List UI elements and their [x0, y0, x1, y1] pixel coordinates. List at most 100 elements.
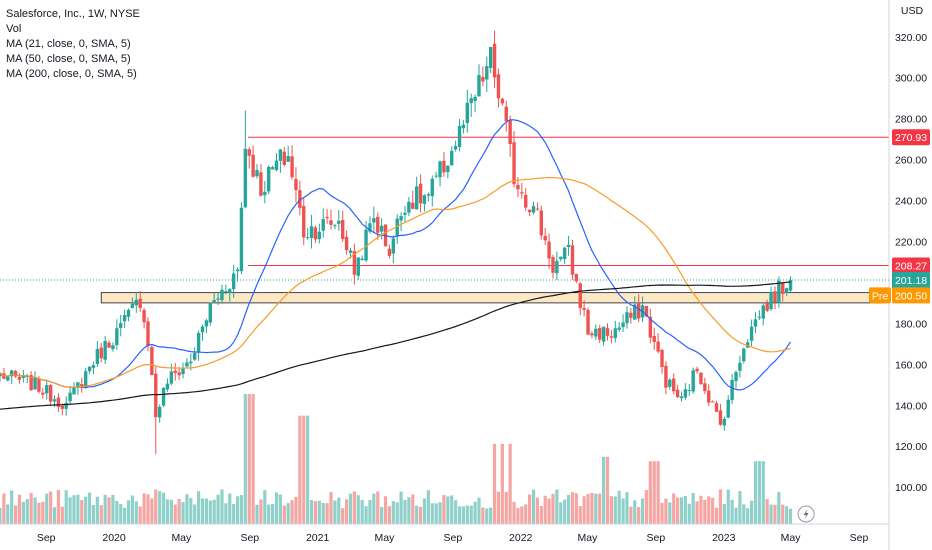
candle[interactable]	[344, 230, 349, 255]
candle[interactable]	[418, 174, 423, 213]
candle[interactable]	[457, 118, 462, 152]
candle[interactable]	[714, 400, 719, 413]
candle[interactable]	[777, 276, 781, 308]
candle[interactable]	[138, 291, 142, 312]
candle[interactable]	[177, 366, 181, 380]
candle[interactable]	[446, 165, 450, 179]
candle[interactable]	[757, 310, 762, 321]
candle[interactable]	[329, 209, 333, 230]
candle[interactable]	[185, 358, 189, 368]
candle[interactable]	[543, 227, 547, 245]
ma-50-line[interactable]	[0, 176, 791, 388]
candle[interactable]	[259, 164, 263, 197]
candle[interactable]	[683, 383, 688, 400]
candle[interactable]	[56, 393, 61, 412]
ma-21-line[interactable]	[0, 119, 792, 391]
ma-200-line[interactable]	[0, 281, 791, 410]
candle[interactable]	[636, 294, 641, 323]
candle[interactable]	[41, 387, 45, 399]
candle[interactable]	[726, 395, 730, 419]
lightning-bolt-icon[interactable]	[797, 505, 815, 523]
candle[interactable]	[107, 340, 111, 348]
candle[interactable]	[33, 371, 37, 390]
candle[interactable]	[196, 330, 201, 361]
candle[interactable]	[134, 292, 138, 313]
candle[interactable]	[68, 386, 72, 406]
candle[interactable]	[547, 233, 551, 269]
candle[interactable]	[387, 244, 392, 259]
candle[interactable]	[255, 164, 259, 179]
candle[interactable]	[376, 212, 380, 240]
candle[interactable]	[2, 367, 6, 380]
candle[interactable]	[578, 281, 582, 316]
candle[interactable]	[520, 182, 524, 199]
candle[interactable]	[154, 366, 158, 455]
candle[interactable]	[438, 160, 442, 187]
candle[interactable]	[119, 314, 123, 337]
candle[interactable]	[442, 151, 446, 177]
candle[interactable]	[111, 342, 115, 352]
candle[interactable]	[605, 323, 610, 341]
candle[interactable]	[270, 165, 275, 170]
candle[interactable]	[247, 146, 251, 169]
candle[interactable]	[294, 167, 298, 203]
candle[interactable]	[788, 276, 793, 293]
candle[interactable]	[625, 306, 629, 329]
candle[interactable]	[730, 374, 734, 405]
candle[interactable]	[411, 190, 415, 210]
candle[interactable]	[769, 286, 773, 311]
candle[interactable]	[251, 145, 255, 178]
candle[interactable]	[500, 97, 505, 106]
candle[interactable]	[664, 361, 668, 395]
candle[interactable]	[426, 192, 431, 202]
candle[interactable]	[181, 362, 185, 379]
candle[interactable]	[21, 370, 26, 383]
candle[interactable]	[675, 384, 680, 399]
candle[interactable]	[282, 147, 286, 167]
candle[interactable]	[103, 335, 107, 365]
candle[interactable]	[200, 324, 205, 341]
candle[interactable]	[243, 110, 248, 209]
candle[interactable]	[99, 342, 103, 363]
candle[interactable]	[594, 324, 598, 340]
candle[interactable]	[372, 206, 376, 234]
candle[interactable]	[687, 383, 691, 396]
candle[interactable]	[235, 267, 240, 282]
candle[interactable]	[710, 400, 715, 403]
candle[interactable]	[784, 287, 789, 296]
candle[interactable]	[325, 208, 329, 224]
candle[interactable]	[453, 140, 458, 152]
candle[interactable]	[228, 288, 232, 302]
candle[interactable]	[321, 208, 325, 238]
candle[interactable]	[699, 372, 703, 386]
candle[interactable]	[305, 228, 310, 240]
candle[interactable]	[9, 369, 14, 384]
candle[interactable]	[0, 372, 2, 382]
candle[interactable]	[668, 378, 672, 390]
candle[interactable]	[695, 366, 699, 374]
candle[interactable]	[749, 319, 754, 347]
candle[interactable]	[165, 378, 170, 392]
candle[interactable]	[703, 377, 707, 395]
candle[interactable]	[286, 145, 290, 162]
candle[interactable]	[672, 373, 676, 395]
candle[interactable]	[83, 367, 88, 389]
candle[interactable]	[212, 292, 216, 304]
candle[interactable]	[395, 214, 399, 244]
candle[interactable]	[337, 210, 341, 231]
candle[interactable]	[17, 373, 22, 384]
candle[interactable]	[535, 202, 540, 211]
candle[interactable]	[224, 284, 228, 295]
candle[interactable]	[722, 416, 727, 431]
candle[interactable]	[391, 235, 396, 264]
candle[interactable]	[60, 403, 65, 416]
candle[interactable]	[718, 403, 723, 427]
candle[interactable]	[485, 56, 489, 92]
candle[interactable]	[765, 299, 769, 313]
candle[interactable]	[220, 284, 224, 304]
candle[interactable]	[173, 362, 177, 381]
candle[interactable]	[87, 366, 92, 374]
candle[interactable]	[745, 339, 750, 348]
candle[interactable]	[430, 175, 434, 207]
candle[interactable]	[216, 292, 220, 306]
